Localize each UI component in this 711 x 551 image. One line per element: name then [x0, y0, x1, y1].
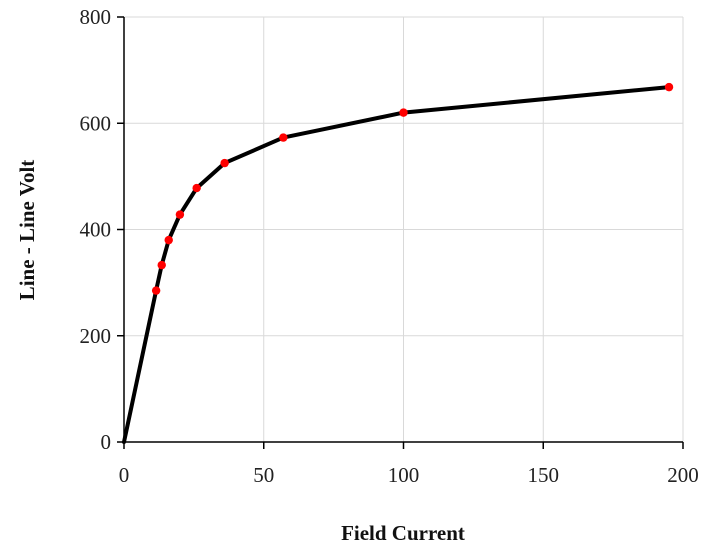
data-point — [164, 235, 173, 245]
x-tick-label: 150 — [528, 463, 560, 487]
data-series — [122, 82, 674, 444]
x-axis-title: Field Current — [341, 521, 465, 545]
axes — [117, 16, 684, 449]
data-point — [175, 210, 185, 219]
data-point — [157, 260, 166, 270]
data-point — [399, 108, 408, 117]
y-tick-label: 200 — [80, 324, 112, 348]
tick-labels: 0 200 400 600 800 0 50 100 150 200 — [80, 5, 699, 487]
data-point — [279, 133, 288, 142]
data-point — [151, 286, 161, 295]
y-axis-title: Line - Line Volt — [15, 160, 39, 301]
data-point — [220, 158, 229, 168]
series-line — [122, 85, 671, 444]
y-tick-label: 400 — [80, 218, 112, 242]
x-tick-label: 0 — [119, 463, 130, 487]
data-point — [192, 183, 201, 193]
y-tick-label: 600 — [80, 111, 112, 135]
x-tick-label: 50 — [253, 463, 274, 487]
y-tick-label: 0 — [101, 430, 112, 454]
x-tick-label: 100 — [388, 463, 420, 487]
x-tick-label: 200 — [667, 463, 699, 487]
data-point — [664, 82, 674, 92]
grid-lines — [124, 16, 684, 442]
y-tick-label: 800 — [80, 5, 112, 29]
